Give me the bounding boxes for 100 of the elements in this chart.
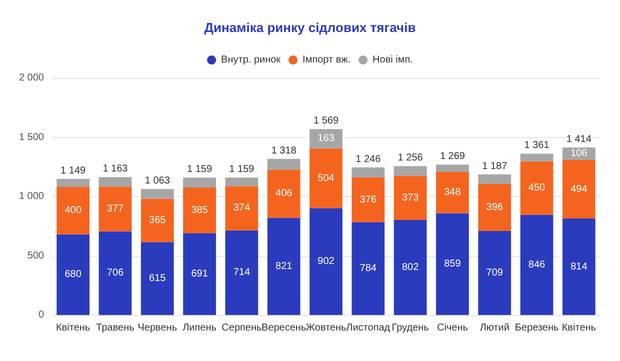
x-tick-label: Грудень — [392, 322, 429, 334]
data-label: 680 — [64, 269, 82, 280]
bar — [436, 172, 469, 214]
bar — [98, 186, 132, 232]
bar — [478, 174, 512, 184]
bar — [436, 213, 469, 315]
total-label: 1 063 — [144, 176, 170, 187]
data-label: 406 — [276, 188, 293, 200]
bar — [225, 230, 258, 315]
data-label: 376 — [360, 194, 377, 206]
data-label: 706 — [106, 268, 124, 279]
data-label: 709 — [486, 267, 504, 278]
bar — [562, 218, 596, 315]
bar — [140, 198, 174, 242]
bar — [520, 214, 554, 315]
total-label: 1 361 — [524, 140, 550, 152]
bar — [520, 154, 554, 162]
bar — [562, 160, 596, 219]
data-label: 373 — [402, 192, 420, 204]
bar — [310, 148, 342, 208]
x-tick-label: Березень — [514, 322, 559, 334]
bar — [394, 220, 427, 315]
bar — [520, 161, 554, 215]
data-label: 374 — [233, 202, 250, 214]
x-tick-label: Червень — [138, 322, 178, 334]
data-label: 365 — [149, 214, 166, 226]
bar — [140, 189, 174, 199]
bar — [56, 234, 90, 315]
bar — [225, 178, 258, 186]
data-label: 814 — [570, 261, 588, 272]
y-tick-label: 2 000 — [18, 72, 44, 84]
x-tick-label: Лютий — [480, 322, 510, 334]
x-tick-label: Липень — [182, 322, 216, 334]
total-label: 1 414 — [566, 134, 592, 145]
data-label: 821 — [276, 260, 293, 272]
bar — [140, 242, 174, 315]
data-label: 615 — [149, 273, 166, 284]
bar — [310, 129, 342, 148]
total-label: 1 149 — [60, 165, 86, 176]
y-tick-label: 1 000 — [18, 191, 44, 202]
data-label: 504 — [318, 172, 335, 184]
data-label: 385 — [191, 204, 208, 216]
total-label: 1 246 — [356, 154, 382, 165]
bar — [436, 164, 469, 172]
x-tick-label: Квітень — [562, 322, 596, 334]
x-tick-label: Вересень — [262, 322, 306, 334]
x-tick-label: Жовтень — [306, 322, 346, 334]
total-label: 1 256 — [398, 152, 424, 164]
chart-title: Динаміка ринку сідлових тягачів — [204, 20, 416, 35]
total-label: 1 163 — [102, 164, 128, 175]
bar — [267, 170, 300, 218]
total-label: 1 187 — [482, 160, 508, 172]
bar — [183, 187, 216, 234]
total-label: 1 159 — [187, 164, 212, 176]
data-label: 691 — [191, 268, 208, 280]
data-label: 106 — [570, 148, 588, 160]
bar — [56, 187, 90, 234]
bar — [310, 208, 342, 315]
bar — [478, 184, 512, 231]
legend-label: Імпорт вж. — [302, 54, 351, 66]
bar — [56, 178, 90, 188]
total-label: 1 569 — [313, 116, 339, 127]
data-label: 902 — [318, 256, 335, 268]
y-tick-label: 1 500 — [18, 132, 44, 143]
bar — [267, 218, 300, 315]
bar — [352, 167, 385, 178]
data-label: 377 — [106, 204, 124, 214]
x-tick-label: Серпень — [222, 322, 262, 334]
bar — [352, 222, 385, 315]
x-tick-label: Квітень — [56, 322, 90, 334]
bar — [183, 178, 216, 188]
bar — [394, 176, 427, 220]
legend-label: Внутр. ринок — [221, 54, 282, 66]
data-label: 450 — [528, 182, 546, 194]
bar — [394, 166, 427, 176]
bar — [352, 178, 385, 222]
bar — [98, 177, 132, 187]
data-label: 802 — [402, 262, 420, 273]
data-label: 714 — [233, 267, 250, 278]
bar — [183, 233, 216, 315]
total-label: 1 159 — [229, 164, 255, 176]
y-tick-label: 0 — [38, 310, 44, 320]
bar — [225, 186, 258, 230]
legend-label: Нові імп. — [372, 54, 413, 66]
x-tick-label: Січень — [436, 322, 468, 334]
data-label: 859 — [444, 258, 462, 270]
total-label: 1 318 — [271, 145, 297, 156]
bar — [478, 230, 512, 315]
data-label: 494 — [570, 184, 588, 195]
bar — [98, 231, 132, 315]
data-label: 348 — [444, 187, 462, 198]
y-tick-label: 500 — [27, 250, 44, 262]
data-label: 784 — [360, 263, 377, 274]
data-label: 400 — [64, 205, 82, 216]
x-tick-label: Травень — [96, 322, 134, 334]
data-label: 396 — [486, 202, 504, 214]
data-label: 846 — [528, 259, 546, 270]
bar — [267, 158, 300, 170]
data-label: 163 — [318, 133, 335, 144]
x-tick-label: Листопад — [346, 322, 390, 334]
